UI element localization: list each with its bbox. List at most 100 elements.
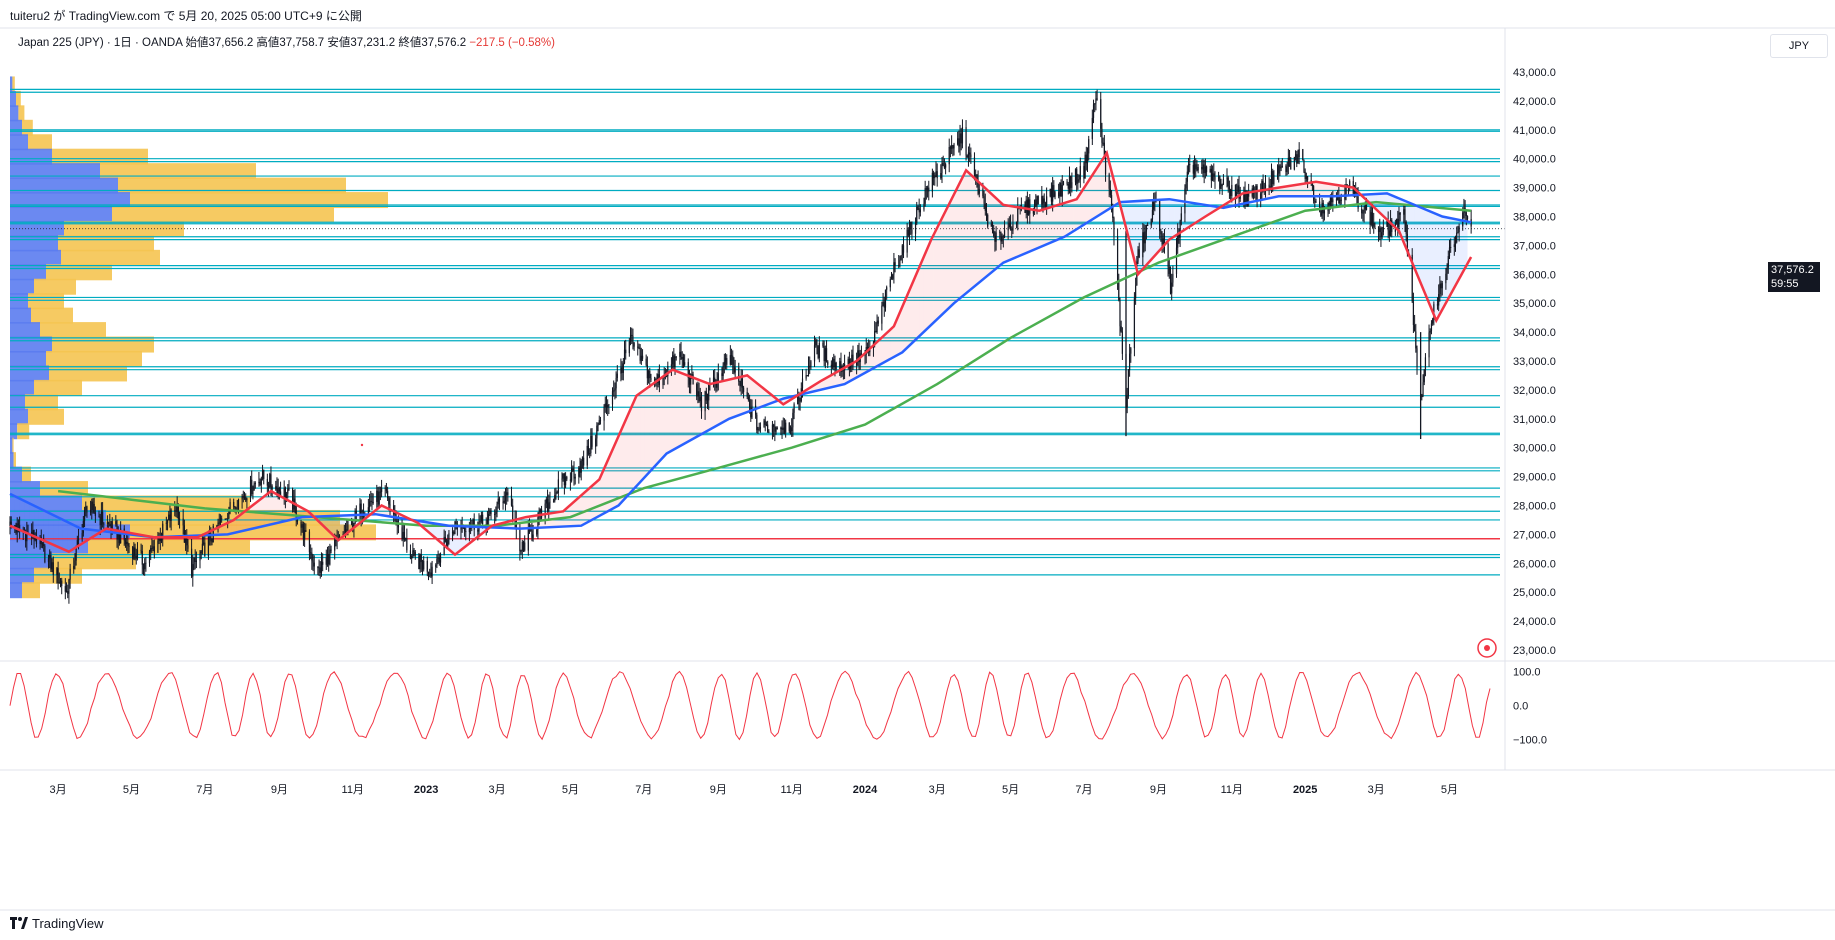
cloud-segment — [1318, 182, 1324, 197]
cloud-segment — [1087, 175, 1093, 223]
price-tick-label: 34,000.0 — [1513, 327, 1556, 339]
cloud-segment — [1299, 183, 1304, 197]
candle-body — [512, 505, 514, 521]
candle-body — [302, 524, 305, 540]
tradingview-logo[interactable]: TradingView — [10, 916, 104, 931]
candle-body — [748, 399, 751, 408]
candle-body — [1060, 183, 1062, 197]
candle-body — [67, 590, 69, 594]
cloud-segment — [967, 171, 973, 293]
vp-bar-yellow — [17, 423, 30, 440]
candle-body — [355, 510, 357, 514]
candle-body — [241, 496, 243, 500]
candle-body — [723, 361, 725, 366]
candle-body — [86, 506, 88, 513]
candle-body — [604, 403, 606, 407]
vp-bar-blue — [10, 76, 13, 93]
candle-body — [1260, 193, 1262, 200]
candle-body — [574, 476, 576, 479]
candle-body — [999, 231, 1001, 233]
candle-body — [1118, 282, 1120, 301]
time-tick-label: 3月 — [1368, 784, 1385, 796]
candle-body — [691, 374, 693, 376]
candle-body — [235, 507, 237, 512]
candle-body — [199, 553, 201, 561]
candle-body — [925, 188, 927, 190]
time-axis[interactable]: 3月 5月 7月 9月 11月 2023 3月 5月 7月 9月 11月 2024 3月 5月 7月 9月 11… — [50, 784, 1459, 796]
candle-body — [1310, 180, 1312, 183]
cloud-segment — [1145, 200, 1151, 267]
candle-body — [1011, 228, 1013, 231]
candle-body — [468, 528, 470, 533]
cloud-segment — [250, 503, 256, 530]
candle-body — [344, 529, 347, 536]
candle-body — [144, 562, 146, 570]
vp-bar-blue — [10, 394, 25, 411]
candle-body — [969, 152, 971, 155]
candle-body — [1036, 204, 1038, 206]
cloud-segment — [236, 514, 241, 533]
candle-body — [1127, 370, 1130, 396]
candle-body — [1112, 206, 1114, 218]
candle-body — [573, 470, 575, 479]
candle-body — [973, 157, 976, 175]
candle-body — [495, 511, 497, 515]
candle-body — [1162, 238, 1164, 245]
candle-body — [923, 203, 925, 210]
cloud-segment — [1053, 204, 1059, 242]
candle-body — [840, 361, 842, 372]
time-tick-label: 7月 — [196, 784, 213, 796]
cloud-segment — [899, 301, 905, 354]
candle-body — [890, 278, 893, 280]
cloud-segment — [1462, 220, 1468, 273]
vp-bar-blue — [10, 119, 22, 136]
candle-body — [275, 486, 277, 490]
candle-body — [957, 138, 959, 145]
cloud-segment — [274, 493, 280, 524]
candle-body — [193, 557, 195, 565]
candle-body — [1329, 195, 1332, 206]
candle-body — [190, 548, 193, 577]
candle-body — [342, 533, 344, 536]
price-axis[interactable]: 43,000.0 42,000.0 41,000.0 40,000.0 39,000.0… — [1513, 67, 1556, 657]
alert-icon[interactable] — [360, 443, 1497, 658]
candle-body — [961, 127, 964, 144]
currency-button[interactable]: JPY — [1770, 34, 1828, 58]
time-tick-label: 5月 — [562, 784, 579, 796]
candle-body — [142, 564, 145, 570]
candle-body — [1050, 188, 1053, 202]
candle-body — [1084, 154, 1086, 179]
candle-body — [32, 530, 34, 538]
candle-body — [587, 445, 590, 454]
candle-body — [1328, 202, 1330, 206]
candle-body — [77, 538, 80, 541]
candle-body — [1432, 319, 1434, 324]
candle-body — [1110, 195, 1113, 207]
candle-body — [228, 512, 230, 519]
candle-body — [975, 174, 977, 176]
ma-blue-line — [9, 192, 1472, 539]
candle-body — [932, 172, 935, 179]
price-tick-label: 28,000.0 — [1513, 501, 1556, 513]
cloud-segment — [48, 512, 54, 545]
ma-red-line — [9, 149, 1473, 557]
candle-body — [1234, 184, 1237, 199]
cloud-segment — [904, 289, 910, 351]
cloud-segment — [1284, 185, 1290, 197]
candle-body — [35, 538, 38, 544]
candle-body — [89, 509, 92, 513]
candle-body — [741, 378, 743, 388]
candle-body — [965, 127, 967, 156]
candle-body — [1411, 254, 1413, 302]
candle-body — [503, 500, 505, 503]
candle-body — [1211, 173, 1214, 181]
vp-bar-yellow — [28, 134, 52, 151]
cloud-segment — [1429, 210, 1434, 315]
cloud-segment — [813, 382, 819, 392]
candle-body — [117, 530, 119, 540]
candle-body — [942, 162, 944, 166]
candle-body — [991, 223, 994, 231]
candle-body — [294, 498, 296, 506]
candle-body — [1142, 232, 1144, 258]
